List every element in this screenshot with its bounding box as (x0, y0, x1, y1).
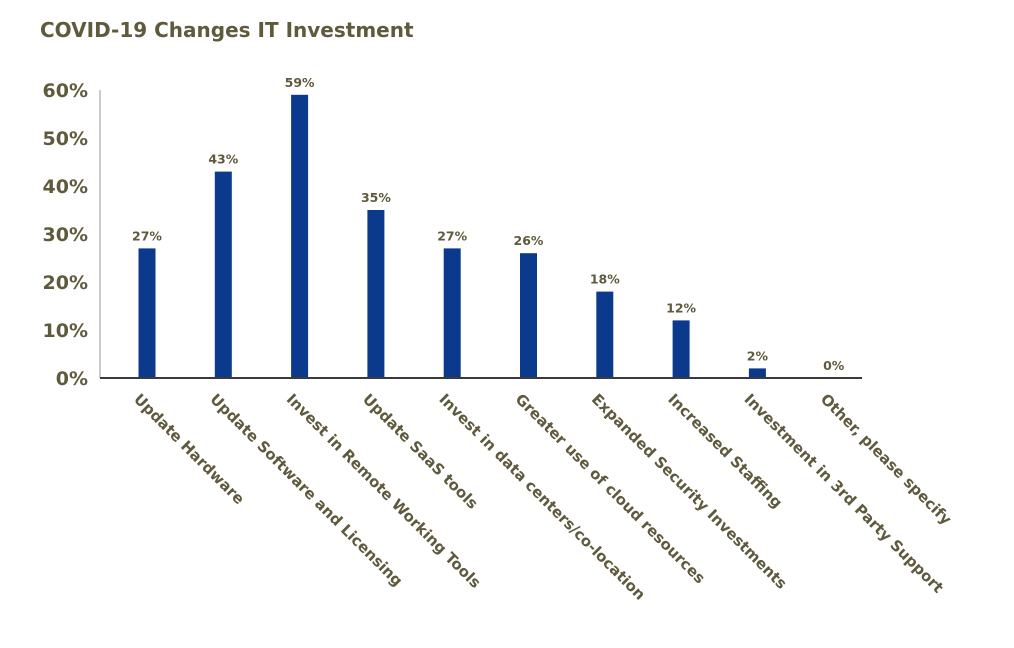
y-tick-label: 20% (43, 272, 88, 294)
data-label: 59% (285, 75, 315, 90)
bar (520, 253, 537, 378)
data-label: 2% (747, 348, 769, 363)
category-label: Other, please specify (817, 390, 955, 528)
data-label: 43% (208, 152, 238, 167)
bar (672, 320, 690, 378)
data-label: 12% (666, 300, 696, 315)
y-tick-label: 10% (43, 320, 88, 342)
y-tick-label: 40% (43, 176, 88, 198)
y-tick-label: 30% (43, 224, 88, 246)
bar (138, 248, 156, 378)
bar (367, 210, 385, 378)
y-axis: 0% 10% 20% 30% 40% 50% 60% (43, 80, 101, 390)
data-label: 35% (361, 190, 391, 205)
data-label: 26% (514, 233, 544, 248)
data-labels-group: 27% 43% 59% 35% 27% 26% 18% 12% 2% 0% (132, 75, 845, 373)
bar (596, 291, 614, 378)
data-label: 27% (437, 228, 467, 243)
y-tick-label: 50% (43, 128, 88, 150)
bar (748, 368, 766, 378)
bar (214, 171, 232, 378)
y-tick-label: 0% (56, 368, 88, 390)
data-label: 0% (823, 358, 845, 373)
bar (443, 248, 461, 378)
chart-title: COVID-19 Changes IT Investment (40, 18, 414, 42)
data-label: 27% (132, 228, 162, 243)
data-label: 18% (590, 272, 620, 287)
bar (291, 94, 309, 379)
y-tick-label: 60% (43, 80, 88, 102)
bars-group (138, 94, 766, 379)
